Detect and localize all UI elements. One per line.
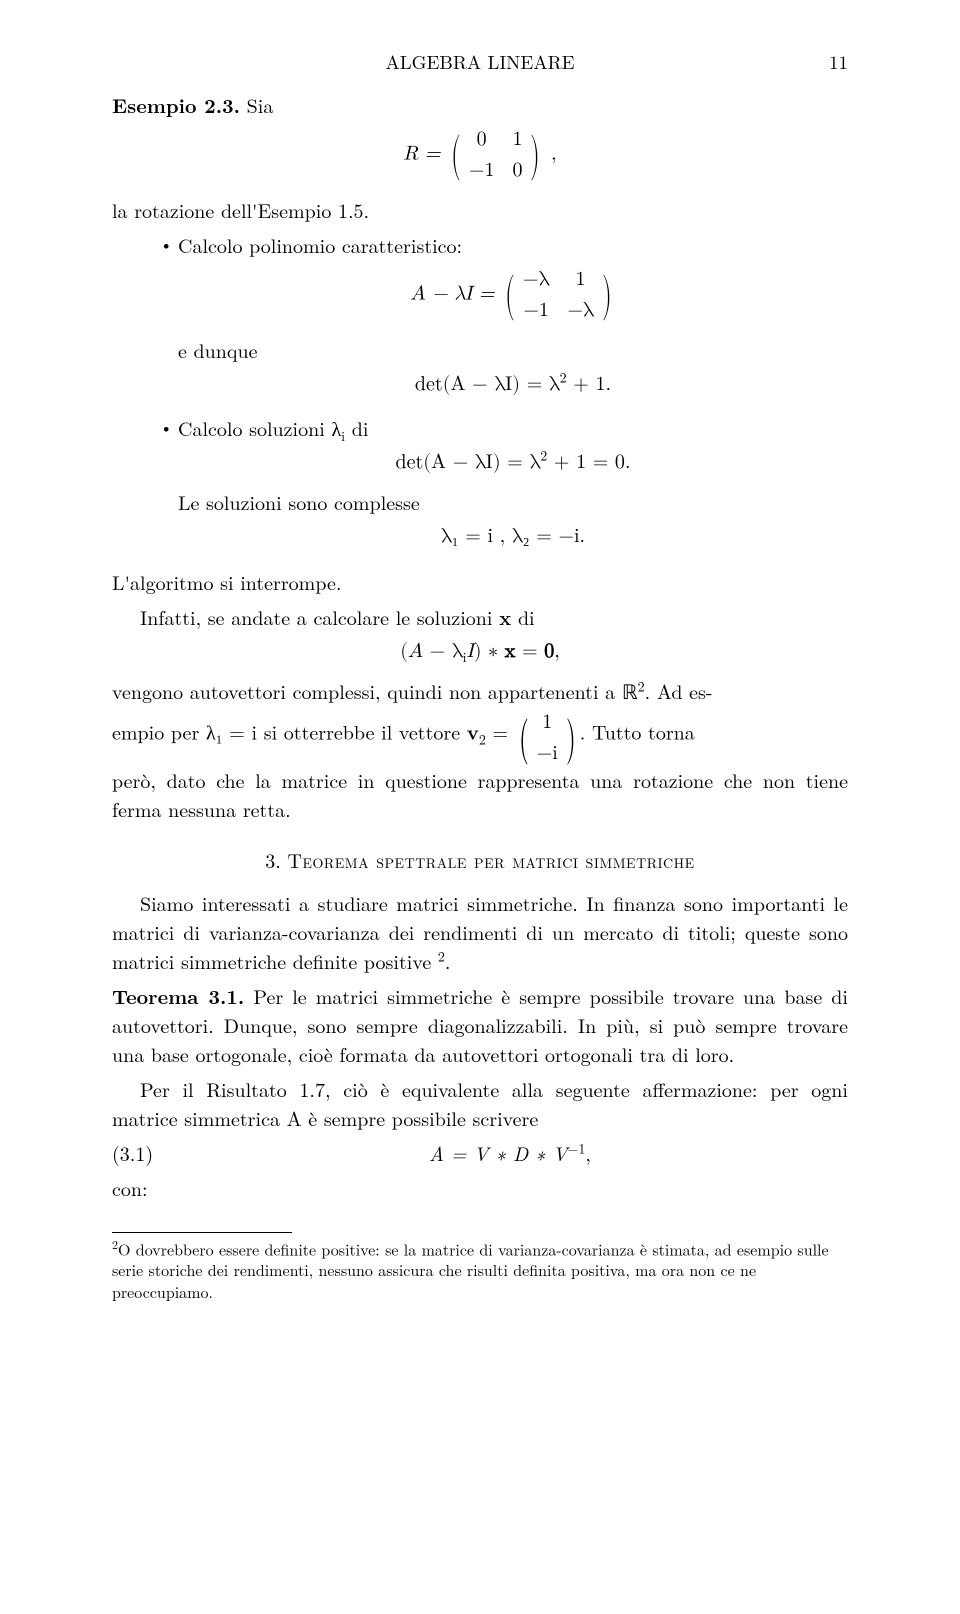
infatti-post: di <box>511 602 534 631</box>
b2-pre: Calcolo soluzioni λ <box>178 413 341 442</box>
vengono-tail: . Ad es- <box>645 676 713 705</box>
esempio-sia: Sia <box>247 90 274 119</box>
lambdas: λ₁ = i , λ₂ = −i. <box>178 522 848 551</box>
vengono-para: vengono autovettori complessi, quindi no… <box>112 676 848 823</box>
sec3-p1: Siamo interessati a studiare matrici sim… <box>112 888 848 975</box>
R-cell: 1 <box>512 125 522 154</box>
R-cell: −1 <box>469 156 495 185</box>
lesol: Le soluzioni sono complesse <box>178 487 848 516</box>
teorema-31: Teorema 3.1. Per le matrici simmetriche … <box>112 981 848 1068</box>
R-cell: 0 <box>469 125 495 154</box>
b2-post: di <box>345 413 368 442</box>
section-3-title: 3. Teorema spettrale per matrici simmetr… <box>112 845 848 874</box>
R-matrix: ( 0 1 −1 0 ) <box>447 125 544 185</box>
bullet-1: • Calcolo polinomio caratteristico: A − … <box>160 230 848 409</box>
infatti-x: x <box>499 602 511 631</box>
empio-pre: empio per λ₁ = i si otterrebbe il vettor… <box>112 716 467 745</box>
footnote-text: O dovrebbero essere definite positive: s… <box>112 1237 829 1303</box>
lparen-icon: ( <box>519 712 529 758</box>
v2-col: ( 1 −i ) <box>515 705 580 765</box>
b1-text: Calcolo polinomio caratteristico: <box>178 230 462 259</box>
lparen-icon: ( <box>505 272 515 318</box>
AlI-cell: −λ <box>567 296 593 325</box>
R-cell: 0 <box>512 156 522 185</box>
page: ALGEBRA LINEARE 11 Esempio 2.3. Sia R = … <box>0 0 960 1614</box>
det1-a: det(A − λI) = λ <box>415 374 560 394</box>
pero: però, dato che la matrice in questione r… <box>112 765 848 823</box>
bullet-2: • Calcolo soluzioni λi di det(A − λI) = … <box>160 413 848 561</box>
rotazione-line: la rotazione dell'Esempio 1.5. <box>112 195 848 224</box>
AlI-matrix: ( −λ 1 −1 −λ ) <box>501 265 615 325</box>
Axeq: (A − λiI) ∗ x = 0, <box>112 637 848 666</box>
det1-exp: 2 <box>560 371 567 385</box>
bullet-icon: • <box>160 230 178 258</box>
rparen-icon: ) <box>566 712 576 758</box>
p1-fn: 2 <box>438 946 445 966</box>
v2-cell: 1 <box>537 705 558 734</box>
rparen-icon: ) <box>530 132 540 178</box>
rparen-icon: ) <box>602 272 612 318</box>
R-prefix: R = <box>403 143 447 163</box>
det2-tail: + 1 = 0. <box>547 452 630 472</box>
p1-tail: . <box>445 946 451 975</box>
section-num: 3. <box>265 845 281 874</box>
eq-a: A = V ∗ D ∗ V <box>429 1138 567 1167</box>
eq-label: (3.1) <box>112 1138 172 1167</box>
eq-body: A = V ∗ D ∗ V−1, <box>172 1138 848 1167</box>
vengono-a: vengono autovettori complessi, quindi no… <box>112 676 638 705</box>
matrix-AlI: A − λI = ( −λ 1 −1 −λ ) <box>178 265 848 325</box>
det2-a: det(A − λI) = λ <box>396 452 541 472</box>
AlI-cell: −λ <box>523 265 549 294</box>
det1: det(A − λI) = λ2 + 1. <box>178 370 848 399</box>
teo-label: Teorema 3.1. <box>112 981 244 1010</box>
v2-sub: 2 <box>479 729 486 749</box>
sec3-p2: Per il Risultato 1.7, ciò è equivalente … <box>112 1074 848 1132</box>
p1-a: Siamo interessati a studiare matrici sim… <box>112 888 848 975</box>
det2: det(A − λI) = λ2 + 1 = 0. <box>178 448 848 477</box>
matrix-R: R = ( 0 1 −1 0 ) , <box>112 125 848 185</box>
section-title-text: Teorema spettrale per matrici simmetrich… <box>288 845 695 874</box>
con: con: <box>112 1173 848 1202</box>
running-header: ALGEBRA LINEARE 11 <box>112 48 848 76</box>
R-suffix: , <box>551 143 557 163</box>
vengono-exp: 2 <box>638 676 645 696</box>
lparen-icon: ( <box>451 132 461 178</box>
page-number: 11 <box>829 48 848 76</box>
esempio-heading: Esempio 2.3. Sia <box>112 90 848 119</box>
footnote-2: 2O dovrebbero essere definite positive: … <box>112 1237 848 1303</box>
eq-exp: −1 <box>567 1138 585 1158</box>
eq-tail: , <box>585 1138 591 1167</box>
edunque: e dunque <box>178 335 848 364</box>
interrompe: L'algoritmo si interrompe. <box>112 567 848 596</box>
v2-cell: −i <box>537 736 558 765</box>
v2: v <box>467 716 479 745</box>
det1-tail: + 1. <box>567 374 611 394</box>
empio-post: . Tutto torna <box>580 716 695 745</box>
AlI-prefix: A − λI = <box>410 283 501 303</box>
infatti: Infatti, se andate a calcolare le soluzi… <box>112 602 848 631</box>
infatti-pre: Infatti, se andate a calcolare le soluzi… <box>140 602 499 631</box>
AlI-cell: −1 <box>523 296 549 325</box>
AlI-cell: 1 <box>567 265 593 294</box>
esempio-label: Esempio 2.3. <box>112 90 240 119</box>
footnote-rule <box>112 1232 292 1233</box>
header-title: ALGEBRA LINEARE <box>385 48 574 76</box>
v2-eq: = <box>486 716 515 745</box>
eq-31: (3.1) A = V ∗ D ∗ V−1, <box>112 1138 848 1167</box>
bullet-icon: • <box>160 413 178 441</box>
